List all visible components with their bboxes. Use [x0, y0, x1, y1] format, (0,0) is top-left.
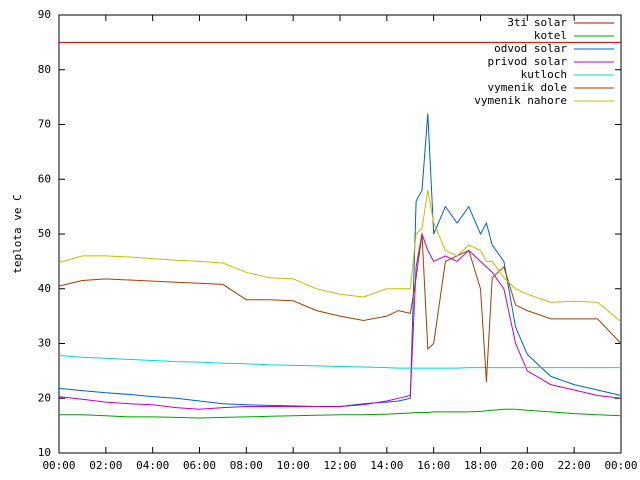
- x-tick-label: 22:00: [558, 459, 591, 472]
- series-line: [58, 113, 622, 407]
- legend-label: kotel: [534, 29, 567, 42]
- y-tick-label: 20: [38, 391, 51, 404]
- legend-label: 3ti solar: [507, 16, 567, 29]
- x-tick-label: 10:00: [277, 459, 310, 472]
- legend-label: kutloch: [521, 68, 567, 81]
- series-line: [58, 355, 621, 369]
- legend-label: privod solar: [488, 55, 568, 68]
- x-tick-label: 04:00: [136, 459, 169, 472]
- x-tick-label: 06:00: [183, 459, 216, 472]
- y-tick-label: 40: [38, 282, 51, 295]
- y-tick-label: 60: [38, 172, 51, 185]
- x-tick-label: 00:00: [604, 459, 637, 472]
- x-tick-label: 00:00: [42, 459, 75, 472]
- x-tick-label: 12:00: [323, 459, 356, 472]
- x-tick-label: 14:00: [370, 459, 403, 472]
- legend-label: vymenik dole: [488, 81, 567, 94]
- series-line: [58, 190, 622, 322]
- x-tick-label: 08:00: [230, 459, 263, 472]
- series-line: [58, 233, 622, 382]
- y-tick-label: 30: [38, 337, 51, 350]
- legend-label: vymenik nahore: [474, 94, 567, 107]
- x-tick-label: 20:00: [511, 459, 544, 472]
- legend-label: odvod solar: [494, 42, 567, 55]
- series-line: [58, 232, 622, 410]
- y-tick-label: 10: [38, 446, 51, 459]
- y-axis-label: teplota ve C: [11, 194, 24, 273]
- y-tick-label: 90: [38, 8, 51, 21]
- y-tick-label: 50: [38, 227, 51, 240]
- x-tick-label: 18:00: [464, 459, 497, 472]
- x-tick-label: 16:00: [417, 459, 450, 472]
- y-tick-label: 80: [38, 63, 51, 76]
- x-tick-label: 02:00: [89, 459, 122, 472]
- series-line: [59, 408, 622, 419]
- y-tick-label: 70: [38, 118, 51, 131]
